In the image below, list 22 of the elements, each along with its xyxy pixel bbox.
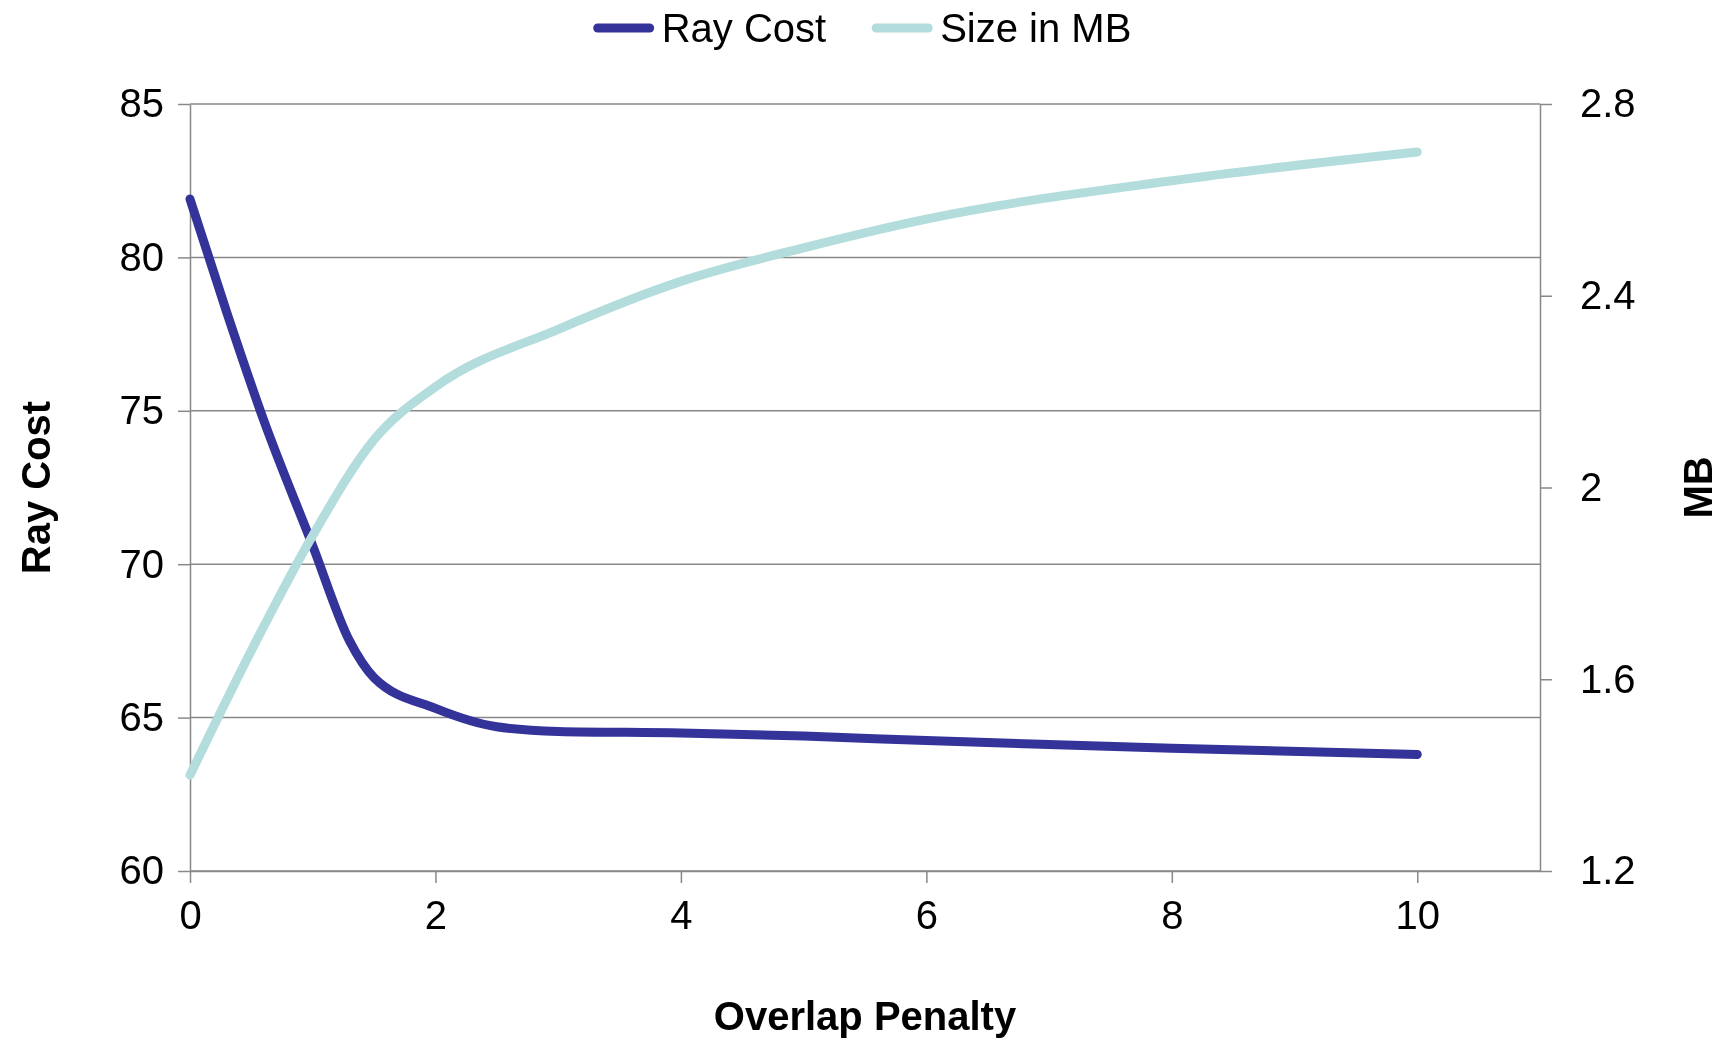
y-tick-label: 80 (119, 234, 164, 279)
legend-label: Size in MB (940, 6, 1132, 50)
y2-axis-title: MB (1676, 456, 1720, 519)
x-axis-title: Overlap Penalty (713, 994, 1017, 1038)
x-tick-label: 4 (670, 893, 693, 938)
y2-tick-label: 1.6 (1580, 656, 1636, 701)
y-tick-label: 85 (119, 81, 164, 126)
x-tick-label: 6 (915, 893, 938, 938)
y2-tick-label: 2 (1580, 464, 1603, 509)
y2-tick-label: 2.8 (1580, 81, 1636, 126)
y-tick-label: 65 (119, 694, 164, 739)
y-tick-label: 75 (119, 388, 164, 433)
y-axis-title: Ray Cost (14, 400, 58, 575)
x-tick-label: 2 (424, 893, 448, 938)
y-tick-label: 70 (119, 541, 164, 586)
y2-tick-label: 2.4 (1580, 273, 1636, 318)
y-tick-label: 60 (119, 848, 164, 893)
x-tick-label: 0 (179, 893, 202, 938)
y2-tick-label: 1.2 (1580, 848, 1636, 893)
x-tick-label: 8 (1161, 893, 1184, 938)
x-tick-label: 10 (1395, 893, 1441, 938)
legend-label: Ray Cost (661, 6, 827, 50)
